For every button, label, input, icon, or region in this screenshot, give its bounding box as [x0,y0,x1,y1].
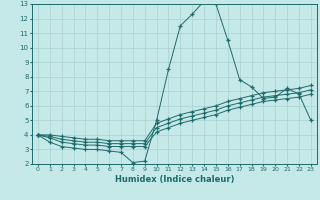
X-axis label: Humidex (Indice chaleur): Humidex (Indice chaleur) [115,175,234,184]
